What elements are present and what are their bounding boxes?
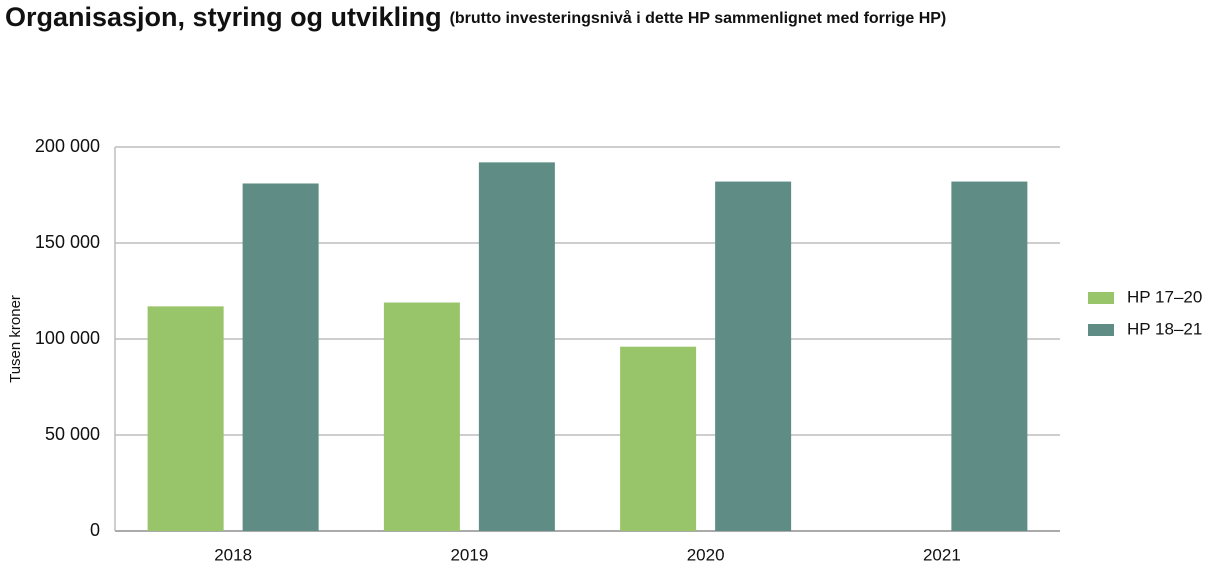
title: Organisasjon, styring og utvikling: [5, 2, 442, 32]
bar: [715, 181, 792, 531]
x-tick-label: 2020: [687, 545, 725, 564]
bar: [147, 306, 224, 531]
y-tick-label: 0: [90, 520, 100, 540]
bar: [951, 181, 1028, 531]
x-tick-label: 2019: [450, 545, 488, 564]
chart-title: Organisasjon, styring og utvikling (brutt…: [5, 2, 946, 32]
legend-swatch: [1088, 324, 1114, 336]
x-tick-label: 2018: [214, 545, 252, 564]
y-tick-label: 200 000: [35, 136, 100, 156]
y-tick-label: 100 000: [35, 328, 100, 348]
legend-label: HP 18–21: [1127, 319, 1202, 338]
bar: [242, 183, 319, 532]
y-tick-label: 50 000: [45, 424, 100, 444]
x-tick-label: 2021: [923, 545, 961, 564]
legend-label: HP 17–20: [1127, 287, 1202, 306]
y-tick-label: 150 000: [35, 232, 100, 252]
subtitle: (brutto investeringsnivå i dette HP samm…: [450, 9, 947, 27]
bar: [620, 346, 697, 531]
legend-swatch: [1088, 292, 1114, 304]
y-axis-label: Tusen kroner: [7, 295, 24, 383]
bar: [478, 162, 555, 532]
bar: [383, 302, 460, 531]
